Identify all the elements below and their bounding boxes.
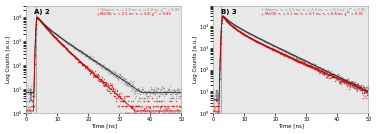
MeCN: τ₁ = 1.1 ns; τ₂ = 2.7 ns; τ₃ = 6.8 ns; χ²ᴳ = 0.91: (0, 1): τ₁ = 1.1 ns; τ₂ = 2.7 ns; τ₃ = 6.8 ns; χ…: [211, 112, 216, 114]
MeCN: τ₁ = 2.1 ns; τ₂ = 3.8; χ²ᴳ = 0.89: (29.5, 4): τ₁ = 2.1 ns; τ₂ = 3.8; χ²ᴳ = 0.89: (29.5…: [116, 98, 120, 99]
Toluene: τ₁ = 1.8 ns; τ₂ = 5.0 ns; χ²ᴳ = 0.93: (50, 6): τ₁ = 1.8 ns; τ₂ = 5.0 ns; χ²ᴳ = 0.93: (5…: [179, 93, 184, 95]
Toluene: τ₁ = 6.5 ns; τ₂ = 2.0 ns; τ₃ = 6.1 ns; χ²ᴳ = 0.95: (50, 11): τ₁ = 6.5 ns; τ₂ = 2.0 ns; τ₃ = 6.1 ns; χ…: [366, 90, 371, 91]
Toluene: τ₁ = 1.8 ns; τ₂ = 5.0 ns; χ²ᴳ = 0.93: (0, 10): τ₁ = 1.8 ns; τ₂ = 5.0 ns; χ²ᴳ = 0.93: (0…: [24, 88, 29, 90]
Line: Toluene: τ₁ = 6.5 ns; τ₂ = 2.0 ns; τ₃ = 6.1 ns; χ²ᴳ = 0.95: Toluene: τ₁ = 6.5 ns; τ₂ = 2.0 ns; τ₃ = …: [213, 15, 369, 113]
Toluene: τ₁ = 6.5 ns; τ₂ = 2.0 ns; τ₃ = 6.1 ns; χ²ᴳ = 0.95: (9.02, 7.53e+03): τ₁ = 6.5 ns; τ₂ = 2.0 ns; τ₃ = 6.1 ns; χ…: [239, 28, 244, 30]
Line: Toluene: τ₁ = 1.8 ns; τ₂ = 5.0 ns; χ²ᴳ = 0.93: Toluene: τ₁ = 1.8 ns; τ₂ = 5.0 ns; χ²ᴳ =…: [26, 16, 182, 106]
MeCN: τ₁ = 1.1 ns; τ₂ = 2.7 ns; τ₃ = 6.8 ns; χ²ᴳ = 0.91: (22.8, 492): τ₁ = 1.1 ns; τ₂ = 2.7 ns; τ₃ = 6.8 ns; χ…: [282, 54, 286, 55]
Toluene: τ₁ = 1.8 ns; τ₂ = 5.0 ns; χ²ᴳ = 0.93: (37.8, 7): τ₁ = 1.8 ns; τ₂ = 5.0 ns; χ²ᴳ = 0.93: (3…: [141, 92, 146, 93]
Toluene: τ₁ = 1.8 ns; τ₂ = 5.0 ns; χ²ᴳ = 0.93: (33.6, 13): τ₁ = 1.8 ns; τ₂ = 5.0 ns; χ²ᴳ = 0.93: (3…: [128, 85, 133, 87]
MeCN: τ₁ = 1.1 ns; τ₂ = 2.7 ns; τ₃ = 6.8 ns; χ²ᴳ = 0.91: (29.6, 201): τ₁ = 1.1 ns; τ₂ = 2.7 ns; τ₃ = 6.8 ns; χ…: [303, 62, 308, 64]
Toluene: τ₁ = 6.5 ns; τ₂ = 2.0 ns; τ₃ = 6.1 ns; χ²ᴳ = 0.95: (3.01, 2.99e+04): τ₁ = 6.5 ns; τ₂ = 2.0 ns; τ₃ = 6.1 ns; χ…: [221, 15, 225, 17]
Toluene: τ₁ = 1.8 ns; τ₂ = 5.0 ns; χ²ᴳ = 0.93: (13, 935): τ₁ = 1.8 ns; τ₂ = 5.0 ns; χ²ᴳ = 0.93: (1…: [64, 41, 69, 42]
Toluene: τ₁ = 1.8 ns; τ₂ = 5.0 ns; χ²ᴳ = 0.93: (0.0835, 2): τ₁ = 1.8 ns; τ₂ = 5.0 ns; χ²ᴳ = 0.93: (0…: [25, 105, 29, 107]
MeCN: τ₁ = 2.1 ns; τ₂ = 3.8; χ²ᴳ = 0.89: (22.7, 34): τ₁ = 2.1 ns; τ₂ = 3.8; χ²ᴳ = 0.89: (22.7…: [94, 75, 99, 77]
MeCN: τ₁ = 2.1 ns; τ₂ = 3.8; χ²ᴳ = 0.89: (3.51, 1.01e+04): τ₁ = 2.1 ns; τ₂ = 3.8; χ²ᴳ = 0.89: (3.51…: [35, 16, 40, 18]
Toluene: τ₁ = 6.5 ns; τ₂ = 2.0 ns; τ₃ = 6.1 ns; χ²ᴳ = 0.95: (22.8, 710): τ₁ = 6.5 ns; τ₂ = 2.0 ns; τ₃ = 6.1 ns; χ…: [282, 50, 286, 52]
Toluene: τ₁ = 6.5 ns; τ₂ = 2.0 ns; τ₃ = 6.1 ns; χ²ᴳ = 0.95: (0, 7): τ₁ = 6.5 ns; τ₂ = 2.0 ns; τ₃ = 6.1 ns; χ…: [211, 94, 216, 95]
MeCN: τ₁ = 1.1 ns; τ₂ = 2.7 ns; τ₃ = 6.8 ns; χ²ᴳ = 0.91: (1.17, 0.772): τ₁ = 1.1 ns; τ₂ = 2.7 ns; τ₃ = 6.8 ns; χ…: [215, 115, 219, 116]
Toluene: τ₁ = 1.8 ns; τ₂ = 5.0 ns; χ²ᴳ = 0.93: (29.6, 37): τ₁ = 1.8 ns; τ₂ = 5.0 ns; χ²ᴳ = 0.93: (2…: [116, 75, 120, 76]
Toluene: τ₁ = 6.5 ns; τ₂ = 2.0 ns; τ₃ = 6.1 ns; χ²ᴳ = 0.95: (29.6, 264): τ₁ = 6.5 ns; τ₂ = 2.0 ns; τ₃ = 6.1 ns; χ…: [303, 60, 308, 61]
Toluene: τ₁ = 6.5 ns; τ₂ = 2.0 ns; τ₃ = 6.1 ns; χ²ᴳ = 0.95: (37.8, 68): τ₁ = 6.5 ns; τ₂ = 2.0 ns; τ₃ = 6.1 ns; χ…: [328, 72, 333, 74]
Line: MeCN: τ₁ = 2.1 ns; τ₂ = 3.8; χ²ᴳ = 0.89: MeCN: τ₁ = 2.1 ns; τ₂ = 3.8; χ²ᴳ = 0.89: [26, 16, 182, 120]
Toluene: τ₁ = 6.5 ns; τ₂ = 2.0 ns; τ₃ = 6.1 ns; χ²ᴳ = 0.95: (0.835, 1): τ₁ = 6.5 ns; τ₂ = 2.0 ns; τ₃ = 6.1 ns; χ…: [214, 112, 218, 114]
MeCN: τ₁ = 2.1 ns; τ₂ = 3.8; χ²ᴳ = 0.89: (0, 1): τ₁ = 2.1 ns; τ₂ = 3.8; χ²ᴳ = 0.89: (0, 1…: [24, 112, 29, 114]
Toluene: τ₁ = 6.5 ns; τ₂ = 2.0 ns; τ₃ = 6.1 ns; χ²ᴳ = 0.95: (13, 3.56e+03): τ₁ = 6.5 ns; τ₂ = 2.0 ns; τ₃ = 6.1 ns; χ…: [251, 35, 256, 37]
Toluene: τ₁ = 1.8 ns; τ₂ = 5.0 ns; χ²ᴳ = 0.93: (22.8, 142): τ₁ = 1.8 ns; τ₂ = 5.0 ns; χ²ᴳ = 0.93: (2…: [95, 60, 99, 62]
MeCN: τ₁ = 2.1 ns; τ₂ = 3.8; χ²ᴳ = 0.89: (50, 2): τ₁ = 2.1 ns; τ₂ = 3.8; χ²ᴳ = 0.89: (50, …: [179, 105, 184, 107]
MeCN: τ₁ = 1.1 ns; τ₂ = 2.7 ns; τ₃ = 6.8 ns; χ²ᴳ = 0.91: (13, 2.29e+03): τ₁ = 1.1 ns; τ₂ = 2.7 ns; τ₃ = 6.8 ns; χ…: [251, 39, 256, 41]
Toluene: τ₁ = 1.8 ns; τ₂ = 5.0 ns; χ²ᴳ = 0.93: (9.02, 2.18e+03): τ₁ = 1.8 ns; τ₂ = 5.0 ns; χ²ᴳ = 0.93: (9…: [52, 32, 57, 34]
MeCN: τ₁ = 2.1 ns; τ₂ = 3.8; χ²ᴳ = 0.89: (37.7, 0.697): τ₁ = 2.1 ns; τ₂ = 3.8; χ²ᴳ = 0.89: (37.7…: [141, 116, 146, 118]
Toluene: τ₁ = 1.8 ns; τ₂ = 5.0 ns; χ²ᴳ = 0.93: (3.51, 1.01e+04): τ₁ = 1.8 ns; τ₂ = 5.0 ns; χ²ᴳ = 0.93: (3…: [35, 16, 40, 18]
MeCN: τ₁ = 1.1 ns; τ₂ = 2.7 ns; τ₃ = 6.8 ns; χ²ᴳ = 0.91: (3.01, 3.01e+04): τ₁ = 1.1 ns; τ₂ = 2.7 ns; τ₃ = 6.8 ns; χ…: [221, 15, 225, 17]
Legend: Toluene: τ₁ = 1.8 ns; τ₂ = 5.0 ns; χ²ᴳ = 0.93, MeCN: τ₁ = 2.1 ns; τ₂ = 3.8; χ²ᴳ : Toluene: τ₁ = 1.8 ns; τ₂ = 5.0 ns; χ²ᴳ =…: [96, 7, 179, 17]
MeCN: τ₁ = 2.1 ns; τ₂ = 3.8; χ²ᴳ = 0.89: (8.93, 1.51e+03): τ₁ = 2.1 ns; τ₂ = 3.8; χ²ᴳ = 0.89: (8.93…: [52, 36, 56, 38]
MeCN: τ₁ = 1.1 ns; τ₂ = 2.7 ns; τ₃ = 6.8 ns; χ²ᴳ = 0.91: (33.6, 114): τ₁ = 1.1 ns; τ₂ = 2.7 ns; τ₃ = 6.8 ns; χ…: [315, 68, 320, 69]
MeCN: τ₁ = 1.1 ns; τ₂ = 2.7 ns; τ₃ = 6.8 ns; χ²ᴳ = 0.91: (9.02, 4.98e+03): τ₁ = 1.1 ns; τ₂ = 2.7 ns; τ₃ = 6.8 ns; χ…: [239, 32, 244, 34]
Text: prompt: prompt: [215, 88, 219, 101]
MeCN: τ₁ = 1.1 ns; τ₂ = 2.7 ns; τ₃ = 6.8 ns; χ²ᴳ = 0.91: (37.8, 60): τ₁ = 1.1 ns; τ₂ = 2.7 ns; τ₃ = 6.8 ns; χ…: [328, 74, 333, 75]
Toluene: τ₁ = 6.5 ns; τ₂ = 2.0 ns; τ₃ = 6.1 ns; χ²ᴳ = 0.95: (33.6, 128): τ₁ = 6.5 ns; τ₂ = 2.0 ns; τ₃ = 6.1 ns; χ…: [315, 66, 320, 68]
Text: A) 2: A) 2: [34, 9, 50, 15]
MeCN: τ₁ = 2.1 ns; τ₂ = 3.8; χ²ᴳ = 0.89: (43.1, 0.536): τ₁ = 2.1 ns; τ₂ = 3.8; χ²ᴳ = 0.89: (43.1…: [158, 119, 162, 120]
Line: MeCN: τ₁ = 1.1 ns; τ₂ = 2.7 ns; τ₃ = 6.8 ns; χ²ᴳ = 0.91: MeCN: τ₁ = 1.1 ns; τ₂ = 2.7 ns; τ₃ = 6.8…: [213, 15, 369, 116]
MeCN: τ₁ = 2.1 ns; τ₂ = 3.8; χ²ᴳ = 0.89: (12.9, 447): τ₁ = 2.1 ns; τ₂ = 3.8; χ²ᴳ = 0.89: (12.9…: [64, 49, 69, 50]
Y-axis label: Log Counts [a.u.]: Log Counts [a.u.]: [193, 36, 198, 83]
X-axis label: Time [ns]: Time [ns]: [91, 123, 117, 129]
X-axis label: Time [ns]: Time [ns]: [278, 123, 304, 129]
Legend: Toluene: τ₁ = 6.5 ns; τ₂ = 2.0 ns; τ₃ = 6.1 ns; χ²ᴳ = 0.95, MeCN: τ₁ = 1.1 ns; τ: Toluene: τ₁ = 6.5 ns; τ₂ = 2.0 ns; τ₃ = …: [261, 7, 366, 17]
Y-axis label: Log Counts [a.u.]: Log Counts [a.u.]: [6, 36, 11, 83]
MeCN: τ₁ = 1.1 ns; τ₂ = 2.7 ns; τ₃ = 6.8 ns; χ²ᴳ = 0.91: (50, 7): τ₁ = 1.1 ns; τ₂ = 2.7 ns; τ₃ = 6.8 ns; χ…: [366, 94, 371, 95]
Text: prompt: prompt: [29, 87, 34, 100]
Text: B) 3: B) 3: [221, 9, 237, 15]
MeCN: τ₁ = 2.1 ns; τ₂ = 3.8; χ²ᴳ = 0.89: (33.5, 1): τ₁ = 2.1 ns; τ₂ = 3.8; χ²ᴳ = 0.89: (33.5…: [128, 112, 132, 114]
